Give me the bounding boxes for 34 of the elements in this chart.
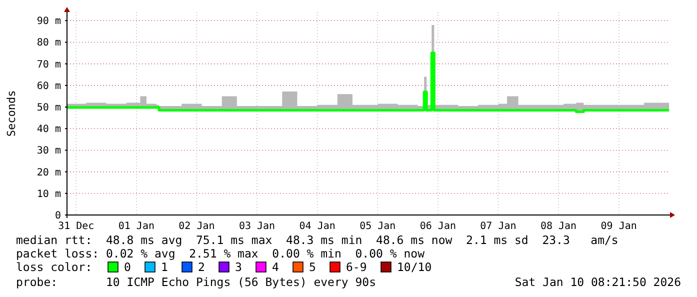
legend-title: loss color: [16, 260, 92, 274]
x-tick-label: 07 Jan [480, 221, 516, 232]
y-tick-label: 60 m [36, 80, 61, 92]
legend-label: 0 [124, 260, 131, 274]
x-tick-label: 08 Jan [540, 221, 577, 232]
x-tick-label: 02 Jan [178, 221, 215, 232]
legend-label: 5 [309, 260, 316, 274]
y-axis-title: Seconds [5, 90, 18, 137]
legend-label: 1 [161, 260, 168, 274]
x-tick-label: 06 Jan [420, 221, 456, 232]
y-tick-label: 50 m [36, 102, 61, 114]
y-tick-label: 30 m [36, 146, 61, 157]
x-tick-label: 04 Jan [299, 221, 336, 232]
x-tick-label: 09 Jan [600, 221, 637, 232]
x-tick-label: 01 Jan [118, 221, 154, 232]
text: packet loss: 0.02 % avg 2.51 % max 0.00 % min 0.00 % now [16, 246, 425, 260]
text: median rtt: 48.8 ms avg 75.1 ms max 48.3 ms min 48.6 ms now 2.1 ms sd 23.3 am/s [16, 233, 618, 247]
y-tick-label: 70 m [36, 59, 61, 70]
x-tick-label: 05 Jan [360, 221, 396, 232]
y-tick-label: 10 m [36, 188, 61, 200]
y-tick-label: 40 m [36, 124, 61, 136]
y-tick-label: 90 m [36, 16, 61, 28]
legend-label: 3 [235, 260, 242, 274]
y-tick-label: 0 [54, 210, 61, 222]
legend-label: 10/10 [397, 260, 432, 274]
text: Sat Jan 10 08:21:50 2026 [514, 275, 682, 289]
legend-label: 4 [272, 260, 279, 274]
x-tick-label: 31 Dec [58, 221, 94, 232]
text: probe: 10 ICMP Echo Pings (56 Bytes) every 90s [16, 275, 376, 289]
x-tick-label: 03 Jan [238, 221, 276, 232]
legend-label: 6-9 [346, 260, 367, 274]
y-tick-label: 20 m [36, 167, 61, 178]
legend-label: 2 [198, 260, 205, 274]
y-tick-label: 80 m [36, 38, 61, 49]
